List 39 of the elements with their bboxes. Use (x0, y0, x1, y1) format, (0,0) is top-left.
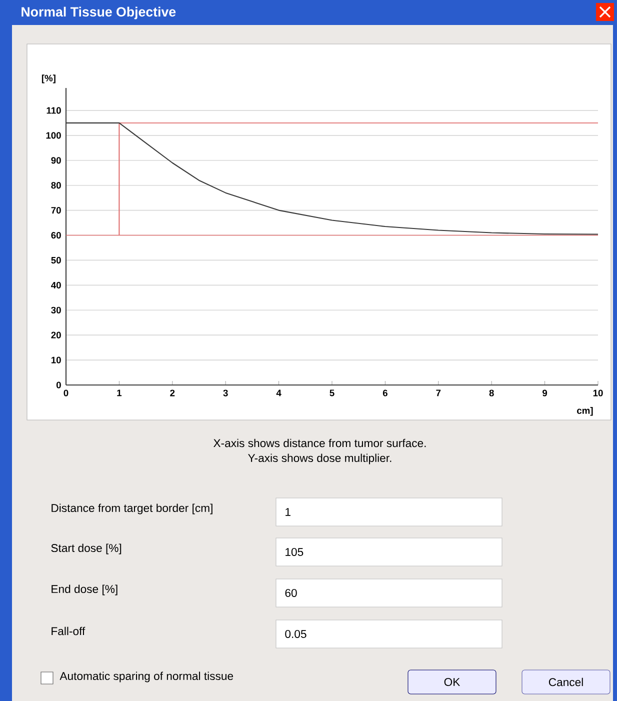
text: Y-axis shows dose multiplier. (248, 454, 392, 464)
y-tick-label: 80 (51, 182, 61, 189)
y-tick-label: 0 (56, 382, 61, 388)
text: 1 (286, 508, 290, 516)
y-tick-label: 40 (51, 282, 61, 288)
y-axis-title: [%] (42, 74, 56, 84)
x-tick-label: 0 (64, 390, 68, 396)
text: Start dose [%] (51, 544, 122, 554)
text: 0.05 (285, 630, 306, 638)
y-tick-label: 60 (51, 232, 61, 239)
y-tick-label: 10 (51, 356, 61, 364)
text: 60 (285, 588, 297, 597)
text: X-axis shows distance from tumor surface. (213, 438, 426, 448)
text: End dose [%] (52, 584, 118, 596)
y-tick-label: 90 (51, 157, 61, 164)
x-tick-label: 5 (330, 390, 334, 396)
text: Automatic sparing of normal tissue (60, 672, 234, 682)
chart-title: Normal Tissue Objective (22, 6, 176, 20)
y-tick-label: 50 (51, 256, 61, 264)
text: OK (444, 678, 460, 686)
y-tick-label: 20 (51, 332, 61, 338)
y-tick-label: 100 (46, 132, 61, 139)
text: Cancel (548, 678, 583, 686)
x-tick-label: 10 (593, 390, 603, 396)
x-tick-label: 2 (170, 390, 175, 396)
y-tick-label: 70 (51, 207, 61, 214)
x-tick-label: 9 (542, 390, 548, 396)
text: Distance from target border [cm] (52, 504, 212, 514)
y-tick-label: 30 (51, 306, 61, 314)
x-tick-label: 1 (117, 390, 122, 396)
x-tick-label: 8 (489, 390, 494, 396)
y-tick-label: 110 (46, 107, 61, 114)
text: Fall-off (52, 626, 86, 636)
x-tick-label: 6 (382, 390, 388, 396)
text: 105 (286, 548, 304, 556)
x-tick-label: 4 (276, 390, 282, 396)
x-tick-label: 7 (436, 390, 441, 396)
x-tick-label: 3 (223, 390, 228, 396)
x-axis-title: cm] (577, 407, 593, 416)
